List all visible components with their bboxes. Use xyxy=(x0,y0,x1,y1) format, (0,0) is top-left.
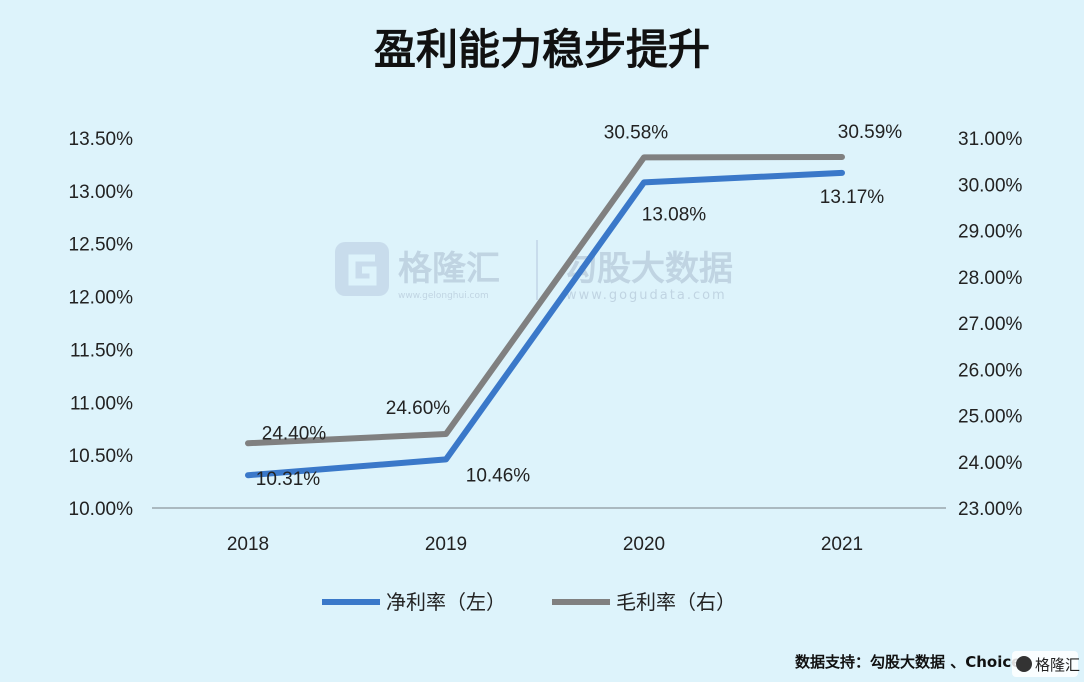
watermark: 格隆汇 www.gelonghui.com 勾股大数据 www.gogudata… xyxy=(335,240,733,303)
y-right-tick-label: 25.00% xyxy=(958,407,1023,428)
gelonghui-badge-icon xyxy=(1016,656,1032,672)
net-margin-data-label: 10.31% xyxy=(256,469,321,490)
gross-margin-data-label: 24.60% xyxy=(386,398,451,419)
y-left-tick-label: 12.00% xyxy=(69,288,134,309)
gross-margin-data-label: 30.59% xyxy=(838,122,903,143)
gross-margin-line xyxy=(245,153,845,447)
x-tick-label: 2018 xyxy=(227,534,269,555)
watermark-brand: 格隆汇 xyxy=(398,249,500,289)
y-right-tick-label: 23.00% xyxy=(958,499,1023,520)
series-layer xyxy=(245,153,845,479)
legend: 净利率（左） 毛利率（右） xyxy=(322,590,736,614)
corner-brand: 格隆汇 xyxy=(1012,651,1080,677)
y-right-tick-label: 26.00% xyxy=(958,360,1023,381)
y-right-tick-label: 30.00% xyxy=(958,175,1023,196)
gross-margin-data-label: 24.40% xyxy=(262,423,327,444)
x-tick-label: 2019 xyxy=(425,534,467,555)
x-tick-label: 2020 xyxy=(623,534,665,555)
x-tick-label: 2021 xyxy=(821,534,863,555)
gelonghui-logo-icon xyxy=(335,242,389,296)
y-right-tick-label: 28.00% xyxy=(958,268,1023,289)
y-left-tick-label: 10.50% xyxy=(69,446,134,467)
chart-title: 盈利能力稳步提升 xyxy=(374,25,710,74)
net-margin-data-label: 10.46% xyxy=(466,465,531,486)
y-right-tick-label: 27.00% xyxy=(958,314,1023,335)
y-left-tick-label: 13.00% xyxy=(69,182,134,203)
corner-brand-text: 格隆汇 xyxy=(1035,656,1080,674)
y-left-tick-label: 11.50% xyxy=(70,340,133,361)
y-left-tick-label: 11.00% xyxy=(70,393,133,414)
data-labels: 10.31% 10.46% 13.08% 13.17% 24.40% 24.60% 30.5… xyxy=(256,122,903,490)
y-left-tick-label: 13.50% xyxy=(69,129,134,150)
y-right-tick-label: 31.00% xyxy=(958,129,1023,150)
net-margin-data-label: 13.08% xyxy=(642,204,707,225)
watermark-brand-url: www.gelonghui.com xyxy=(398,291,489,301)
axes: 10.00% 10.50% 11.00% 11.50% 12.00% 12.50% 13.0… xyxy=(69,129,1023,555)
watermark-partner-url: www.gogudata.com xyxy=(566,288,727,303)
y-right-tick-label: 29.00% xyxy=(958,222,1023,243)
legend-label-net-margin: 净利率（左） xyxy=(386,590,506,614)
legend-label-gross-margin: 毛利率（右） xyxy=(616,590,736,614)
y-left-tick-label: 10.00% xyxy=(69,499,134,520)
y-right-tick-label: 24.00% xyxy=(958,453,1023,474)
source-note: 数据支持：勾股大数据 、Choice xyxy=(795,653,1021,671)
gross-margin-data-label: 30.58% xyxy=(604,122,669,143)
net-margin-line xyxy=(245,169,845,479)
y-left-tick-label: 12.50% xyxy=(69,235,134,256)
net-margin-data-label: 13.17% xyxy=(820,187,885,208)
